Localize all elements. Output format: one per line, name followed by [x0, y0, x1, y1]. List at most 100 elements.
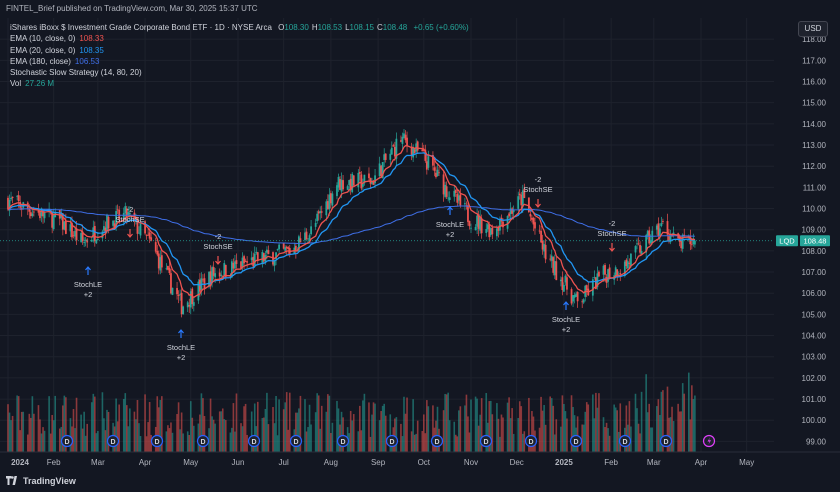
volume-bar [582, 424, 585, 452]
candle-body [570, 289, 573, 304]
candle-body [404, 134, 407, 141]
currency-button[interactable]: USD [798, 21, 828, 37]
candle-body [127, 212, 130, 216]
volume-bar [614, 407, 617, 452]
volume-bar [625, 405, 628, 452]
volume-bar [512, 433, 515, 452]
candle-body [230, 261, 233, 278]
tradingview-logo[interactable]: TradingView [6, 476, 76, 486]
volume-bar [246, 434, 248, 452]
ohlc-value-o: 108.30 [284, 23, 309, 32]
time-tick-label: Dec [510, 458, 524, 467]
candle-body [241, 257, 244, 267]
candle-body [139, 223, 142, 236]
volume-bar [199, 414, 201, 452]
chart-canvas[interactable]: -2StochSEStochLE+2-2StochSEStochLE+2Stoc… [0, 0, 840, 470]
volume-bar [488, 401, 491, 452]
candle-body [106, 214, 108, 232]
volume-bar [616, 410, 619, 452]
candle-body [623, 261, 626, 276]
last-price-label[interactable]: LQD 108.48 [776, 235, 830, 247]
candle-body [512, 209, 515, 213]
volume-bar [327, 394, 329, 452]
candle-body [572, 295, 574, 302]
volume-bar [531, 411, 533, 452]
candle-body [427, 156, 430, 168]
signal-label: StochSE [203, 242, 232, 251]
dividend-badge[interactable]: D [569, 434, 583, 448]
candle-body [380, 165, 383, 177]
dividend-badge[interactable]: D [289, 434, 303, 448]
candle-body [64, 220, 67, 234]
candle-body [497, 226, 500, 231]
candle-body [176, 288, 178, 295]
volume-bar [585, 402, 588, 452]
candle-body [208, 271, 210, 287]
candle-body [384, 153, 387, 160]
volume-bar [477, 425, 480, 452]
candle-body [168, 267, 171, 273]
ohlc-key-o: O [278, 23, 285, 32]
candle-body [476, 215, 478, 227]
dividend-badge[interactable]: D [106, 434, 120, 448]
candle-body [561, 277, 564, 291]
volume-bar [63, 395, 66, 452]
signal-stochle[interactable]: StochLE+2 [552, 301, 580, 334]
volume-bar [241, 426, 244, 452]
volume-bar [33, 413, 35, 452]
signal-stochle[interactable]: StochLE+2 [74, 266, 102, 299]
volume-bar [426, 400, 428, 452]
price-tag-text: 108.48 [804, 237, 827, 246]
indicator-row[interactable]: Vol 27.26 M [10, 78, 469, 89]
dividend-badge[interactable]: D [385, 434, 399, 448]
volume-bar [359, 405, 361, 452]
dividend-badge[interactable]: D [150, 434, 164, 448]
dividend-badge[interactable]: D [60, 434, 74, 448]
indicator-row[interactable]: EMA (20, close, 0) 108.35 [10, 45, 469, 56]
candle-body [128, 212, 131, 215]
dividend-badge[interactable]: D [336, 434, 350, 448]
dividend-badge[interactable]: D [659, 434, 673, 448]
price-tick-label: 104.00 [802, 332, 827, 341]
volume-bar [214, 423, 216, 452]
dividend-badge[interactable]: D [524, 434, 538, 448]
candle-body [122, 212, 125, 219]
dividend-badge[interactable]: D [247, 434, 261, 448]
legend-symbol-row[interactable]: iShares iBoxx $ Investment Grade Corpora… [10, 22, 469, 33]
signal-stochle[interactable]: StochLE+2 [167, 329, 195, 362]
volume-bar [593, 418, 596, 452]
candle-body [637, 243, 640, 245]
candle-body [107, 216, 110, 229]
candle-body [192, 302, 195, 306]
volume-bar [671, 406, 673, 452]
volume-bar [84, 435, 87, 452]
volume-bar [595, 392, 597, 452]
dividend-badge[interactable]: D [479, 434, 493, 448]
dividend-badge[interactable]: D [430, 434, 444, 448]
candle-body [400, 140, 402, 142]
dividend-badge-label: D [573, 439, 578, 446]
symbol-name[interactable]: iShares iBoxx $ Investment Grade Corpora… [10, 23, 272, 32]
candle-body [319, 211, 322, 214]
candle-body [576, 291, 579, 302]
earnings-flash-badge[interactable] [702, 434, 716, 448]
volume-bar [340, 411, 343, 452]
volume-bar [232, 403, 235, 452]
candle-body [541, 240, 544, 250]
dividend-badge[interactable]: D [618, 434, 632, 448]
signal-stochle[interactable]: StochLE+2 [436, 206, 464, 239]
signal-label: StochLE [552, 315, 580, 324]
dividend-badge[interactable]: D [196, 434, 210, 448]
candle-body [28, 209, 31, 212]
price-axis-panel[interactable] [774, 0, 840, 470]
candle-body [591, 279, 594, 296]
indicator-row[interactable]: EMA (10, close, 0) 108.33 [10, 33, 469, 44]
indicator-row[interactable]: EMA (180, close) 106.53 [10, 56, 469, 67]
candle-body [477, 214, 480, 229]
indicator-row[interactable]: Stochastic Slow Strategy (14, 80, 20) [10, 67, 469, 78]
candle-body [582, 299, 585, 303]
